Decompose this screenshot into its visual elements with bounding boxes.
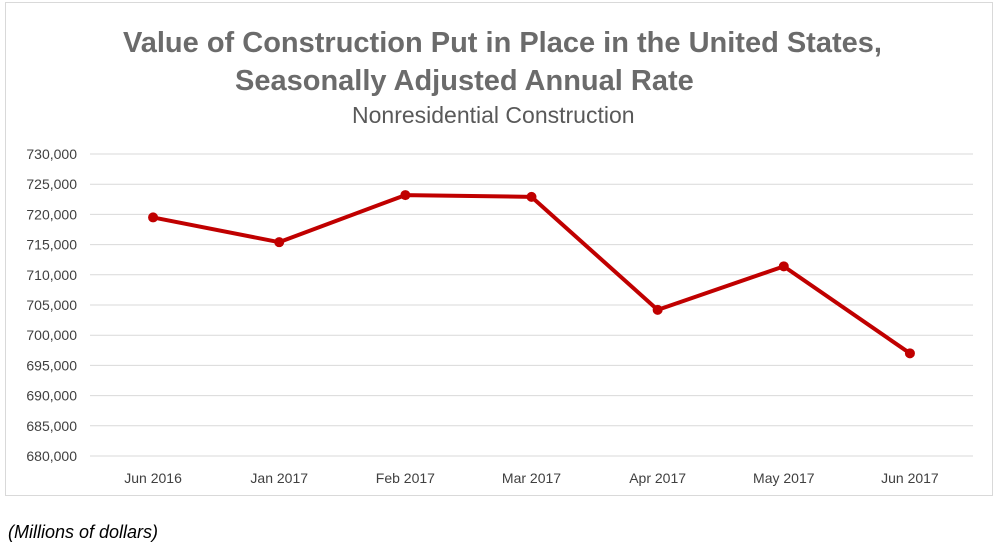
data-point bbox=[274, 237, 285, 248]
y-tick-label: 720,000 bbox=[26, 206, 77, 222]
y-tick-label: 725,000 bbox=[26, 176, 77, 192]
y-tick-label: 715,000 bbox=[26, 237, 77, 253]
y-tick-label: 690,000 bbox=[26, 388, 77, 404]
units-note: (Millions of dollars) bbox=[8, 522, 159, 542]
series-layer bbox=[148, 190, 915, 359]
data-point bbox=[652, 304, 663, 315]
data-point bbox=[400, 190, 411, 201]
chart-title-line1: Value of Construction Put in Place in th… bbox=[123, 27, 882, 59]
x-tick-label: May 2017 bbox=[753, 470, 815, 486]
x-axis-ticks: Jun 2016 Jan 2017 Feb 2017 Mar 2017 Apr 2017… bbox=[124, 470, 939, 486]
x-tick-label: Feb 2017 bbox=[376, 470, 435, 486]
y-tick-label: 710,000 bbox=[26, 267, 77, 283]
data-point bbox=[778, 261, 789, 272]
y-tick-label: 730,000 bbox=[26, 146, 77, 162]
y-tick-label: 685,000 bbox=[26, 418, 77, 434]
chart-subtitle: Nonresidential Construction bbox=[352, 102, 635, 128]
x-tick-label: Mar 2017 bbox=[502, 470, 561, 486]
x-tick-label: Jun 2017 bbox=[881, 470, 939, 486]
y-tick-label: 680,000 bbox=[26, 448, 77, 464]
line-chart: Value of Construction Put in Place in th… bbox=[26, 27, 973, 486]
chart-title-line2: Seasonally Adjusted Annual Rate bbox=[235, 65, 694, 97]
data-point bbox=[526, 191, 537, 202]
gridlines bbox=[90, 153, 973, 457]
series-line bbox=[151, 193, 912, 356]
chart-frame: Value of Construction Put in Place in th… bbox=[5, 2, 993, 496]
y-axis-ticks: 680,000 685,000 690,000 695,000 700,000 705,0… bbox=[26, 146, 77, 464]
y-tick-label: 700,000 bbox=[26, 327, 77, 343]
data-point bbox=[904, 348, 915, 359]
x-tick-label: Jun 2016 bbox=[124, 470, 182, 486]
y-tick-label: 695,000 bbox=[26, 357, 77, 373]
x-tick-label: Apr 2017 bbox=[629, 470, 686, 486]
data-point bbox=[148, 212, 159, 223]
x-tick-label: Jan 2017 bbox=[250, 470, 308, 486]
y-tick-label: 705,000 bbox=[26, 297, 77, 313]
